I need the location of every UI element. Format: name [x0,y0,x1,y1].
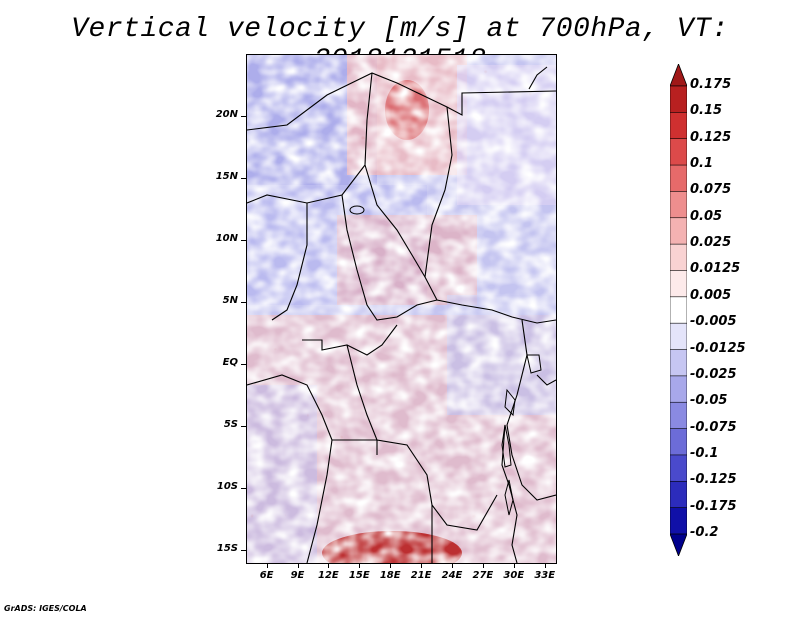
country-borders [247,66,556,563]
lon-label: 30E [503,570,525,581]
colorbar-segment [669,349,688,377]
colorbar-segment [669,428,688,456]
colorbar [669,62,688,558]
colorbar-top-arrow [669,62,688,87]
colorbar-segment [669,480,688,509]
colorbar-segment [669,375,688,404]
lon-tick [390,563,392,568]
colorbar-segment [669,217,688,245]
colorbar-segment [669,243,688,272]
lon-tick [482,563,484,568]
lon-tick [297,563,299,568]
lat-tick [241,549,246,551]
lat-label: 10S [216,480,238,492]
colorbar-segment [669,270,688,298]
lon-label: 24E [441,570,463,581]
lat-label: EQ [222,356,238,368]
lon-tick [421,563,423,568]
lon-label: 9E [290,570,305,581]
lat-label: 5N [222,294,238,306]
colorbar-segment [669,112,688,140]
lon-label: 21E [410,570,432,581]
lat-tick [241,239,246,241]
colorbar-segment [669,507,688,535]
lon-tick [328,563,330,568]
lon-label: 6E [259,570,274,581]
lat-label: 5S [223,418,238,430]
colorbar-label: 0.0125 [690,261,741,277]
lat-tick [241,425,246,427]
colorbar-label: 0.005 [690,287,732,303]
colorbar-bottom-arrow [669,533,688,558]
colorbar-label: 0.175 [690,77,732,92]
field-texture [247,55,556,563]
colorbar-segment [669,138,688,166]
lon-tick [513,563,515,568]
colorbar-segment [669,454,688,483]
lat-label: 15N [215,170,238,182]
lon-label: 33E [534,570,556,581]
colorbar-label: -0.0125 [690,340,746,356]
colorbar-label: -0.075 [690,419,737,435]
lon-label: 18E [379,570,401,581]
lat-tick [241,115,246,117]
colorbar-segment [669,85,688,114]
lat-label: 10N [215,232,238,244]
lon-label: 15E [348,570,370,581]
colorbar-label: 0.125 [690,129,732,145]
colorbar-segment [669,164,688,193]
colorbar-label: -0.175 [690,498,737,514]
colorbar-label: 0.05 [690,208,723,224]
colorbar-label: 0.025 [690,235,732,251]
colorbar-label: -0.05 [690,393,728,409]
lat-tick [241,487,246,489]
colorbar-label: -0.125 [690,472,737,488]
lon-label: 27E [472,570,494,581]
lat-label: 15S [216,542,238,554]
colorbar-segment [669,401,688,430]
lat-tick [241,363,246,365]
lon-tick [544,563,546,568]
lat-label: 20N [215,108,238,120]
lon-tick [359,563,361,568]
footer-credit: GrADS: IGES/COLA [4,604,87,613]
lat-tick [241,177,246,179]
colorbar-segment [669,296,688,324]
colorbar-svg [669,62,688,558]
colorbar-segment [669,322,688,351]
colorbar-label: -0.1 [690,445,719,461]
lon-label: 12E [318,570,339,581]
lon-tick [266,563,268,568]
colorbar-label: 0.15 [690,103,723,119]
colorbar-label: -0.025 [690,366,737,382]
lat-tick [241,301,246,303]
colorbar-segment [669,191,688,219]
lon-tick [452,563,453,568]
colorbar-label: 0.075 [690,182,732,198]
map-panel [246,54,557,564]
map-field [247,55,556,563]
lakes [349,205,542,516]
colorbar-label: -0.2 [690,525,719,540]
colorbar-label: 0.1 [690,156,714,172]
colorbar-label: -0.005 [690,314,737,330]
